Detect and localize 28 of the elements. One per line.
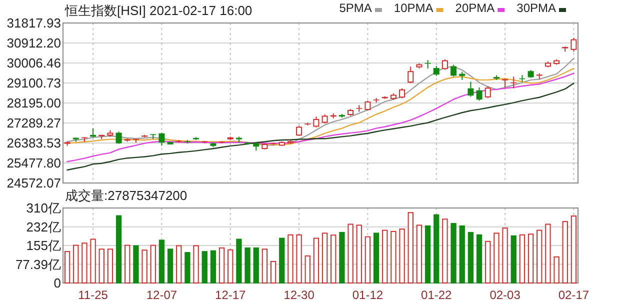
legend-label: 20PMA xyxy=(455,1,495,15)
y-tick-label: 310亿 xyxy=(26,200,61,216)
y-tick-label: 27289.27 xyxy=(6,116,61,130)
x-tick-label: 01-12 xyxy=(352,288,384,302)
x-tick-label: 12-17 xyxy=(215,288,246,302)
y-tick-label: 77.39亿 xyxy=(15,256,61,272)
y-tick-label: 30912.20 xyxy=(6,36,61,50)
chart-title: 成交量:27875347200 xyxy=(65,188,188,203)
y-tick-label: 31817.93 xyxy=(6,16,61,30)
x-tick-label: 12-30 xyxy=(284,288,315,302)
y-tick-label: 155亿 xyxy=(26,238,61,253)
y-tick-label: 232亿 xyxy=(26,219,61,234)
y-tick-label: 29100.73 xyxy=(6,76,61,90)
x-tick-label: 12-07 xyxy=(146,288,178,302)
y-tick-label: 0 xyxy=(54,276,61,290)
legend-label: 5PMA xyxy=(339,1,372,15)
y-tick-label: 25477.80 xyxy=(6,156,61,170)
x-tick-label: 01-22 xyxy=(421,288,452,302)
y-tick-label: 28195.00 xyxy=(6,96,61,110)
legend-label: 30PMA xyxy=(516,1,556,15)
y-tick-label: 30006.46 xyxy=(6,56,61,70)
y-tick-label: 24572.07 xyxy=(6,176,61,190)
x-tick-label: 02-17 xyxy=(558,288,590,302)
x-tick-label: 11-25 xyxy=(78,288,108,302)
chart-title: 恒生指数[HSI] 2021-02-17 16:00 xyxy=(64,3,252,18)
legend-label: 10PMA xyxy=(394,1,434,15)
y-tick-label: 26383.53 xyxy=(6,136,61,150)
x-tick-label: 02-03 xyxy=(490,288,521,302)
